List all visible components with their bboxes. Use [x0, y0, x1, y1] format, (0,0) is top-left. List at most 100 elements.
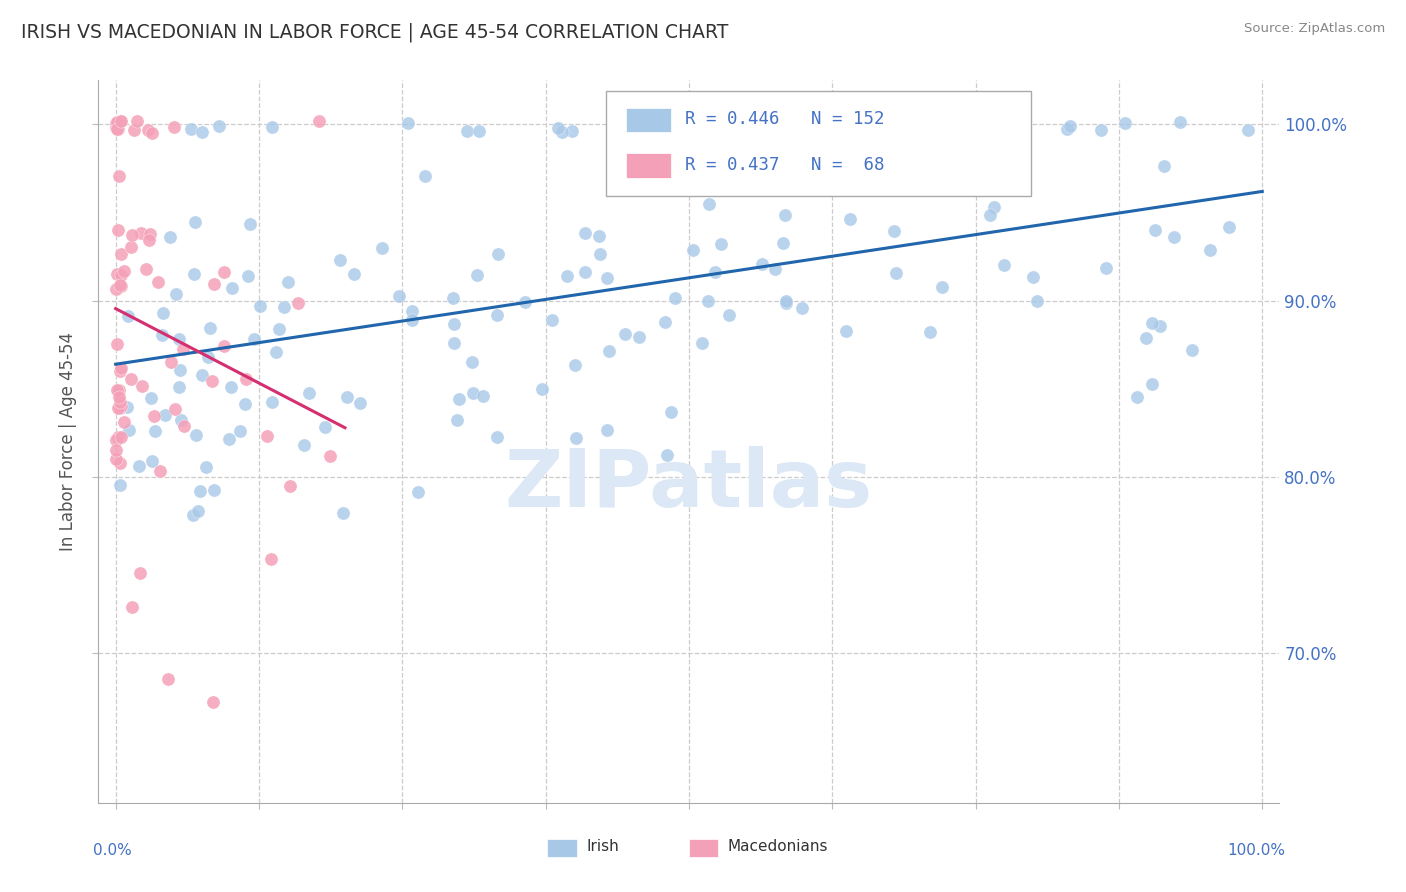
- Point: [167, 380, 190, 394]
- Point: [148, 275, 170, 289]
- Point: [107, 430, 129, 444]
- Point: [922, 128, 945, 142]
- Point: [349, 396, 371, 410]
- Point: [267, 322, 290, 336]
- Point: [983, 200, 1005, 214]
- Point: [157, 673, 180, 687]
- Point: [131, 378, 153, 392]
- Point: [471, 389, 494, 403]
- Point: [298, 385, 321, 400]
- Point: [135, 262, 157, 277]
- Point: [1237, 122, 1260, 136]
- Point: [1135, 331, 1157, 345]
- Point: [112, 264, 135, 278]
- Point: [150, 328, 173, 343]
- Point: [243, 332, 266, 346]
- Point: [214, 265, 236, 279]
- Point: [541, 312, 564, 326]
- Point: [256, 429, 278, 443]
- Point: [565, 431, 588, 445]
- Point: [152, 306, 174, 320]
- Point: [120, 372, 142, 386]
- Point: [172, 343, 194, 357]
- Point: [149, 463, 172, 477]
- Point: [456, 124, 478, 138]
- Point: [262, 120, 284, 134]
- Point: [128, 566, 150, 581]
- Point: [690, 336, 713, 351]
- Point: [110, 360, 132, 375]
- Point: [264, 345, 287, 359]
- Point: [121, 599, 143, 614]
- Point: [633, 125, 655, 139]
- Point: [138, 233, 160, 247]
- Point: [249, 299, 271, 313]
- Text: 0.0%: 0.0%: [93, 843, 131, 857]
- Point: [531, 382, 554, 396]
- Point: [136, 123, 159, 137]
- Point: [336, 390, 359, 404]
- Point: [124, 123, 146, 137]
- Point: [108, 169, 131, 184]
- Point: [614, 326, 637, 341]
- Point: [682, 116, 704, 130]
- Text: R = 0.437   N =  68: R = 0.437 N = 68: [685, 156, 884, 174]
- Point: [682, 244, 704, 258]
- Point: [388, 289, 411, 303]
- Point: [396, 115, 419, 129]
- Point: [221, 281, 243, 295]
- Point: [550, 125, 572, 139]
- Point: [169, 363, 191, 377]
- Text: Source: ZipAtlas.com: Source: ZipAtlas.com: [1244, 22, 1385, 36]
- Point: [988, 119, 1011, 133]
- Point: [588, 229, 610, 244]
- Point: [197, 351, 219, 365]
- Point: [401, 312, 423, 326]
- Point: [883, 224, 905, 238]
- Point: [219, 379, 242, 393]
- Point: [108, 278, 131, 293]
- Point: [139, 227, 162, 242]
- Bar: [689, 838, 718, 857]
- Point: [143, 424, 166, 438]
- FancyBboxPatch shape: [606, 91, 1032, 196]
- Point: [208, 119, 231, 133]
- Text: ZIPatlas: ZIPatlas: [505, 446, 873, 524]
- Point: [654, 315, 676, 329]
- Point: [184, 427, 207, 442]
- Point: [125, 113, 148, 128]
- Point: [574, 226, 596, 240]
- Point: [918, 325, 941, 339]
- Point: [153, 408, 176, 422]
- Point: [292, 438, 315, 452]
- Point: [703, 265, 725, 279]
- Point: [273, 301, 295, 315]
- Point: [108, 390, 131, 404]
- Point: [239, 217, 262, 231]
- Point: [110, 430, 132, 444]
- Point: [191, 368, 214, 382]
- Point: [401, 303, 423, 318]
- Point: [1090, 123, 1112, 137]
- Point: [1140, 317, 1163, 331]
- Point: [183, 508, 205, 522]
- Point: [884, 266, 907, 280]
- Point: [201, 695, 224, 709]
- Point: [835, 324, 858, 338]
- Point: [486, 429, 509, 443]
- Point: [555, 269, 578, 284]
- Point: [107, 223, 129, 237]
- Point: [112, 415, 135, 429]
- Point: [617, 117, 640, 131]
- Point: [596, 271, 619, 285]
- Point: [198, 321, 221, 335]
- Point: [1168, 115, 1191, 129]
- Point: [183, 267, 205, 281]
- Point: [229, 424, 252, 438]
- Point: [1126, 390, 1149, 404]
- Point: [235, 372, 257, 386]
- Point: [1007, 118, 1029, 132]
- Point: [574, 265, 596, 279]
- Point: [596, 423, 619, 437]
- Point: [329, 253, 352, 268]
